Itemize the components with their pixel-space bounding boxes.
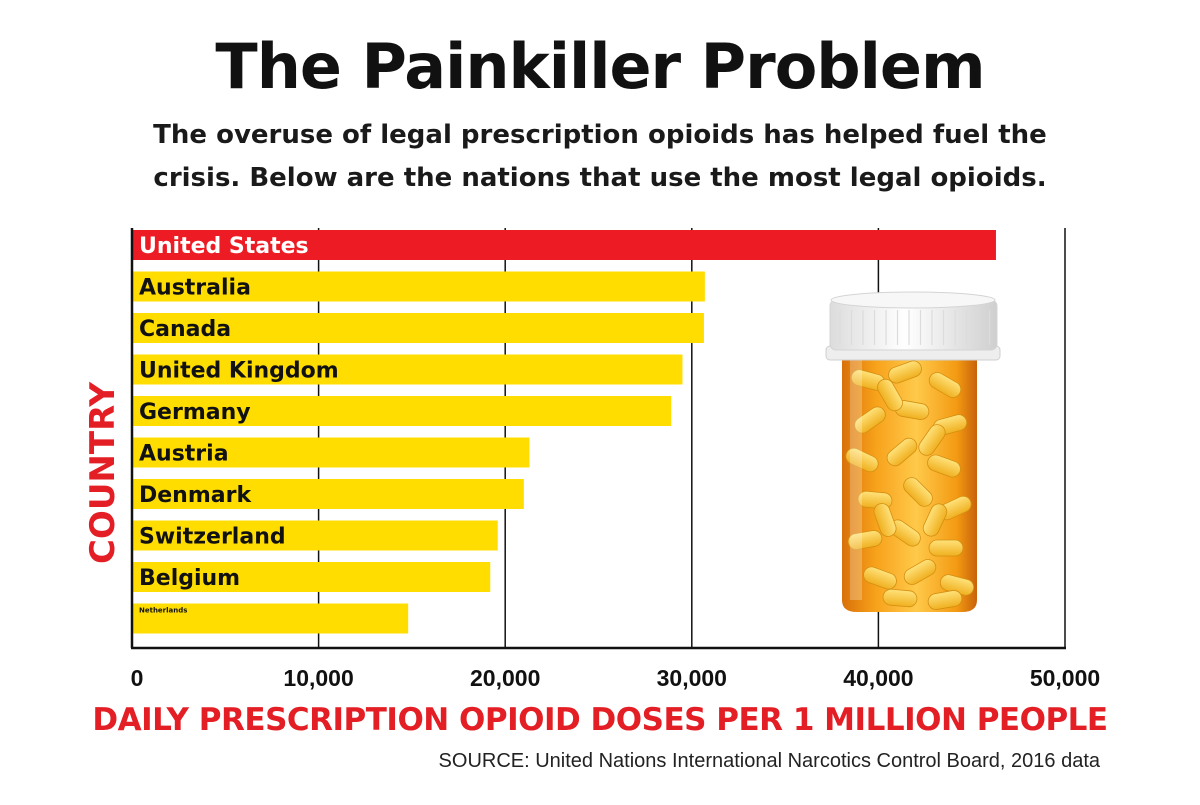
- pill: [922, 503, 948, 537]
- x-axis-title: DAILY PRESCRIPTION OPIOID DOSES PER 1 MI…: [92, 702, 1108, 738]
- bar-netherlands: [132, 603, 409, 634]
- y-axis-title: COUNTRY: [83, 382, 123, 564]
- x-tick-label: 0: [131, 665, 144, 691]
- axes: [130, 228, 1066, 650]
- page-subtitle: The overuse of legal prescription opioid…: [100, 114, 1100, 200]
- subtitle-line-2: crisis. Below are the nations that use t…: [153, 163, 1047, 193]
- bar-labels: United States Australia Canada United Kingd…: [139, 234, 339, 615]
- x-tick-label: 20,000: [470, 665, 540, 691]
- x-tick-label: 50,000: [1030, 665, 1100, 691]
- page-title: The Painkiller Problem: [215, 30, 985, 103]
- pill: [888, 360, 922, 384]
- pill: [877, 378, 903, 412]
- pill: [886, 437, 918, 467]
- bar-label: Netherlands: [139, 607, 187, 615]
- pill: [918, 424, 946, 456]
- bar-austria: [132, 437, 530, 468]
- pill: [845, 447, 879, 473]
- pill: [854, 406, 886, 434]
- pill: [882, 588, 918, 608]
- bar-australia: [132, 271, 705, 302]
- pill: [873, 503, 897, 537]
- bar-label: United Kingdom: [139, 359, 339, 384]
- bar-united-states: [132, 230, 996, 260]
- pill: [903, 477, 933, 507]
- bar-label: Australia: [139, 276, 251, 301]
- pill: [903, 559, 937, 585]
- pill: [927, 454, 961, 478]
- bottle-highlight: [850, 360, 862, 600]
- bar-united-kingdom: [132, 354, 683, 385]
- source-note: SOURCE: United Nations International Nar…: [438, 750, 1100, 772]
- x-tick-label: 10,000: [283, 665, 353, 691]
- bars: [132, 230, 996, 634]
- bar-label: Germany: [139, 400, 251, 425]
- x-tick-label: 30,000: [657, 665, 727, 691]
- bar-denmark: [132, 479, 524, 509]
- pill: [927, 590, 963, 610]
- bar-belgium: [132, 562, 491, 592]
- pill: [847, 530, 883, 550]
- bar-canada: [132, 313, 704, 343]
- x-tick-labels: 0 10,000 20,000 30,000 40,000 50,000: [131, 665, 1101, 691]
- pill: [928, 539, 964, 557]
- subtitle-line-1: The overuse of legal prescription opioid…: [153, 120, 1047, 150]
- pill-bottle-illustration: [825, 291, 1001, 612]
- bottle-cap-top: [830, 291, 996, 309]
- bar-germany: [132, 396, 672, 426]
- bar-label: United States: [139, 234, 309, 259]
- pill: [928, 372, 962, 398]
- bar-label: Canada: [139, 317, 231, 342]
- bar-label: Denmark: [139, 483, 252, 508]
- bar-label: Switzerland: [139, 525, 286, 550]
- bar-label: Belgium: [139, 566, 240, 591]
- bar-switzerland: [132, 520, 498, 551]
- pill: [863, 566, 897, 590]
- bar-label: Austria: [139, 442, 229, 467]
- x-tick-label: 40,000: [843, 665, 913, 691]
